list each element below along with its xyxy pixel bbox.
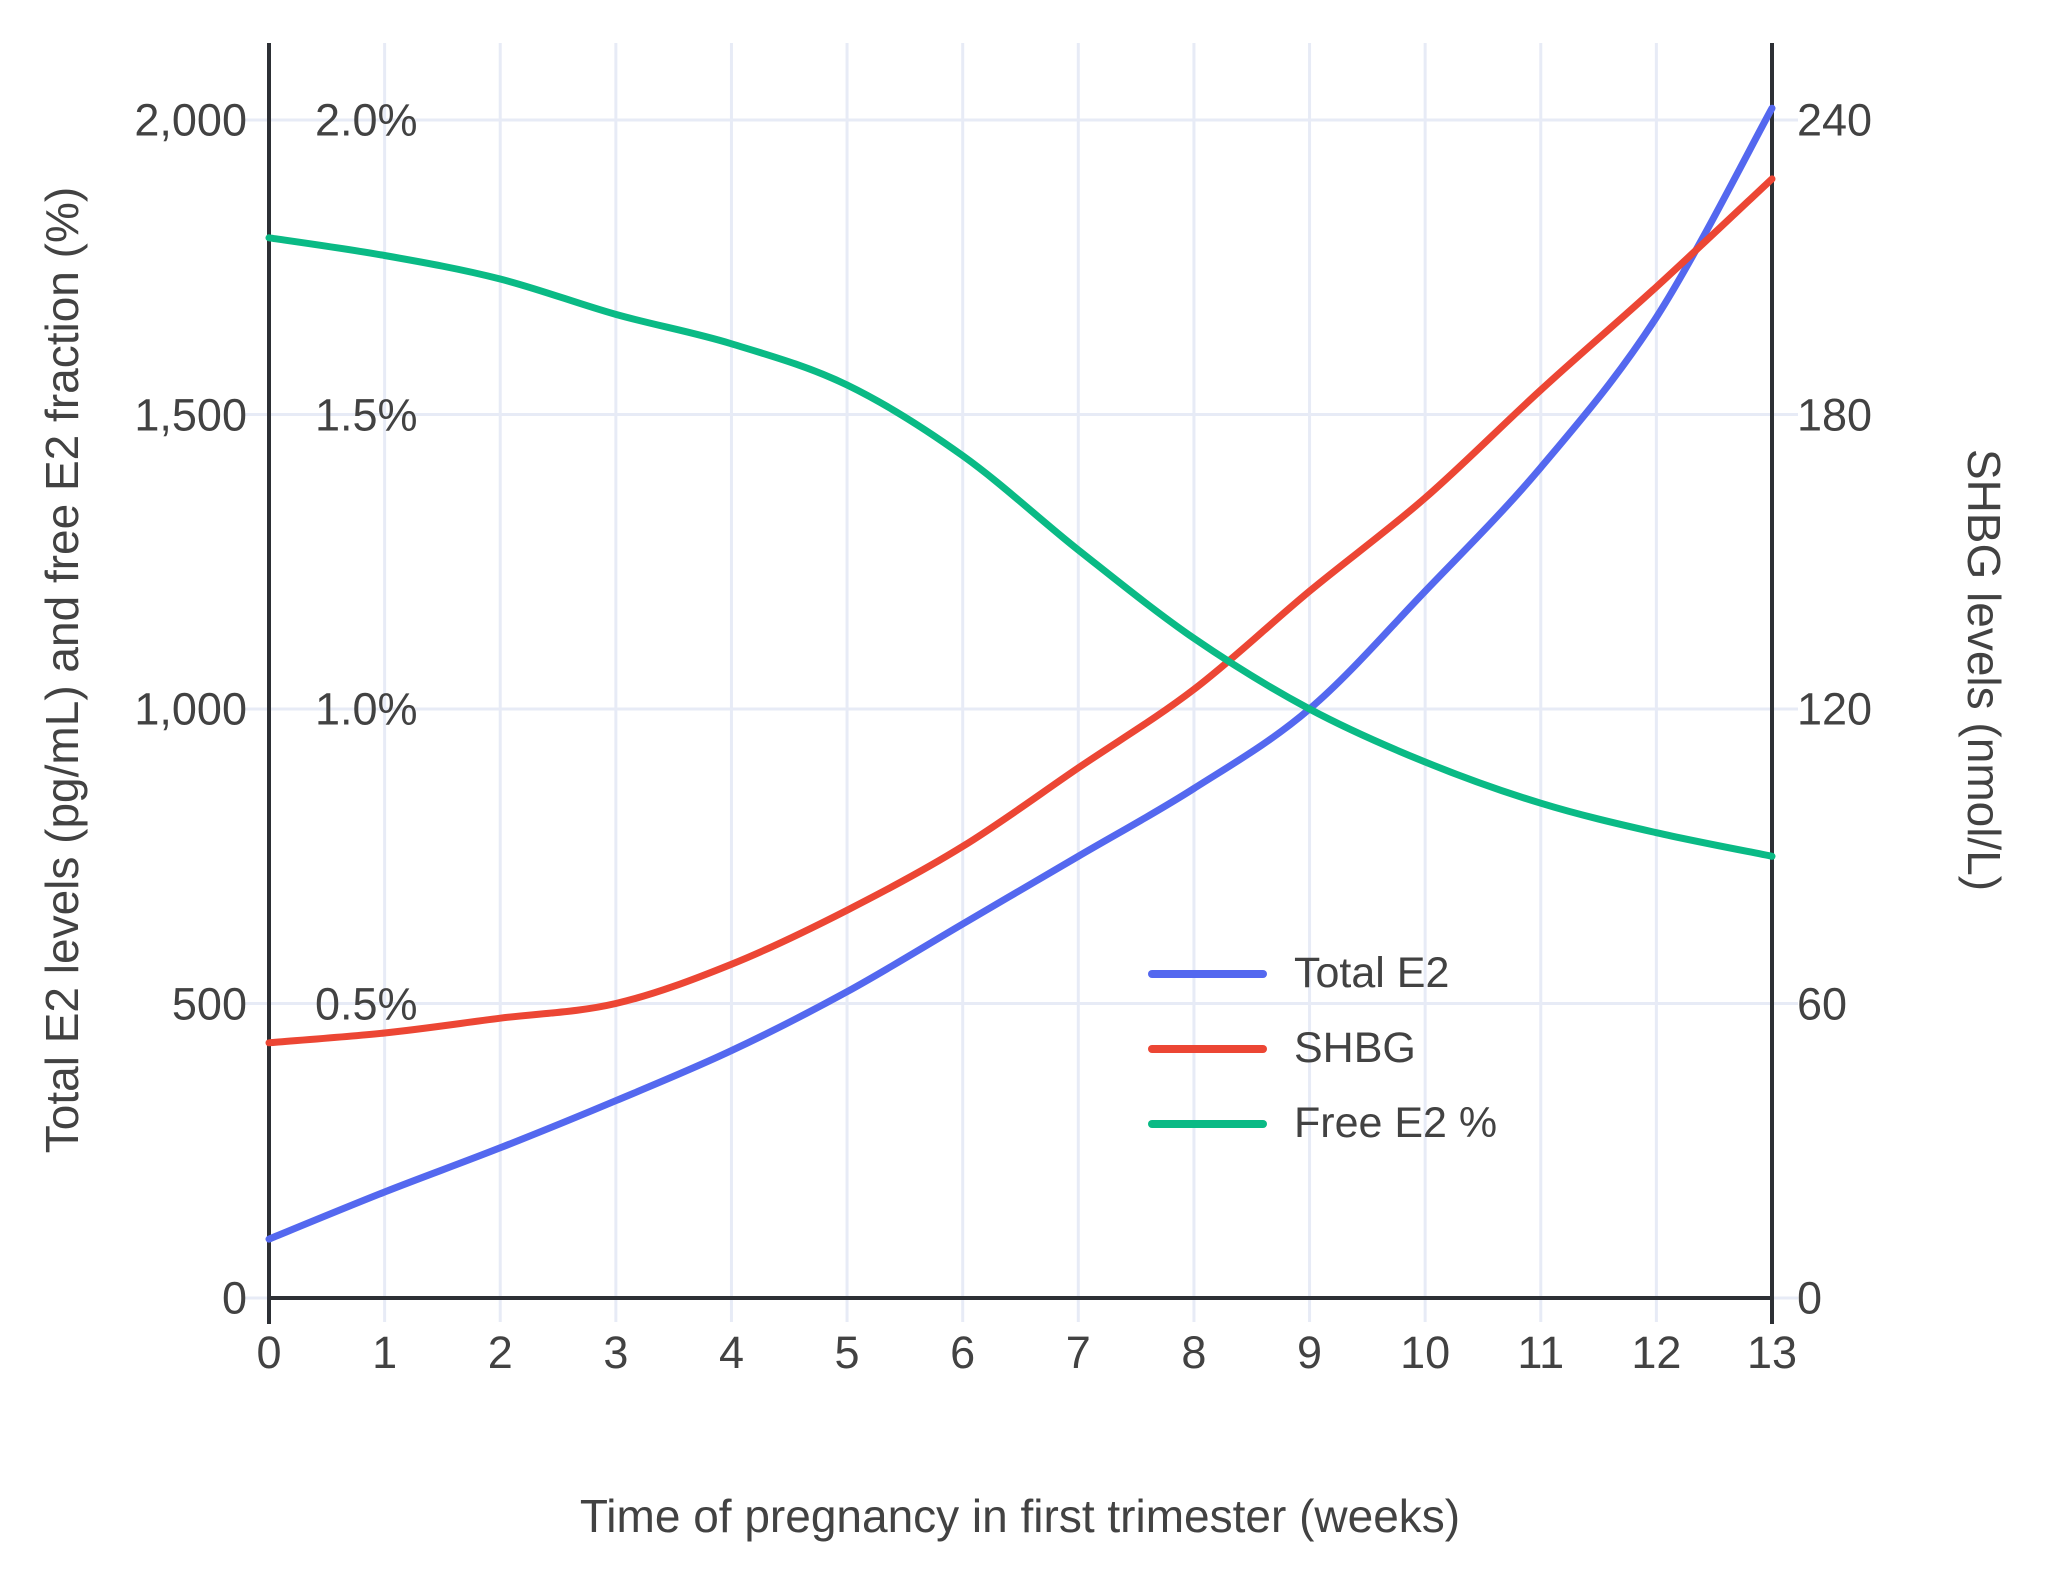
y-left-tick-1: 500: [171, 978, 247, 1029]
y-right-tick-1: 60: [1797, 978, 1848, 1029]
x-tick-7: 7: [1065, 1327, 1091, 1378]
legend-label-free-e2: Free E2 %: [1294, 1099, 1498, 1147]
x-tick-13: 13: [1746, 1327, 1798, 1378]
x-tick-12: 12: [1631, 1327, 1682, 1378]
series-line-free-e2-: [265, 234, 1776, 860]
series-line-shbg: [265, 175, 1776, 1047]
legend-label-shbg: SHBG: [1294, 1024, 1416, 1072]
x-tick-8: 8: [1181, 1327, 1207, 1378]
x-tick-11: 11: [1517, 1327, 1565, 1378]
legend-label-total-e2: Total E2: [1294, 949, 1450, 997]
x-tick-2: 2: [487, 1327, 513, 1378]
y-left-tick-2: 1,000: [134, 683, 247, 735]
percent-tick-2: 1.5%: [315, 389, 418, 440]
legend-item-shbg[interactable]: SHBG: [1148, 1011, 1497, 1086]
percent-tick-3: 2.0%: [315, 94, 418, 146]
x-axis-title: Time of pregnancy in first trimester (we…: [579, 1490, 1461, 1542]
y-right-tick-3: 180: [1797, 389, 1873, 440]
y-right-tick-0: 0: [1797, 1272, 1823, 1324]
y-left-tick-0: 0: [221, 1272, 247, 1324]
x-tick-4: 4: [718, 1327, 744, 1378]
legend-item-total-e2[interactable]: Total E2: [1148, 936, 1497, 1011]
percent-tick-0: 0.5%: [315, 978, 418, 1029]
series-line-total-e2: [265, 104, 1776, 1243]
y-right-tick-4: 240: [1797, 94, 1873, 146]
y-right-axis-title: SHBG levels (nmol/L): [1958, 448, 2010, 892]
y-left-axis-title: Total E2 levels (pg/mL) and free E2 frac…: [36, 186, 88, 1154]
legend-item-free-e2[interactable]: Free E2 %: [1148, 1086, 1497, 1161]
percent-tick-1: 1.0%: [315, 683, 418, 735]
x-tick-6: 6: [950, 1327, 976, 1378]
legend-swatch-shbg-line: [1148, 1044, 1267, 1053]
x-tick-9: 9: [1297, 1327, 1323, 1378]
x-tick-10: 10: [1400, 1327, 1451, 1378]
legend-swatch-total-e2-line: [1148, 969, 1267, 978]
x-tick-3: 3: [603, 1327, 629, 1378]
y-left-tick-3: 1,500: [134, 389, 247, 440]
x-tick-1: 1: [372, 1327, 398, 1378]
x-tick-5: 5: [834, 1327, 860, 1378]
x-tick-0: 0: [256, 1327, 282, 1378]
legend: Total E2 SHBG Free E2 %: [1148, 936, 1497, 1161]
y-right-tick-2: 120: [1797, 683, 1873, 735]
y-left-tick-4: 2,000: [134, 94, 247, 146]
legend-swatch-free-e2-line: [1148, 1119, 1267, 1128]
